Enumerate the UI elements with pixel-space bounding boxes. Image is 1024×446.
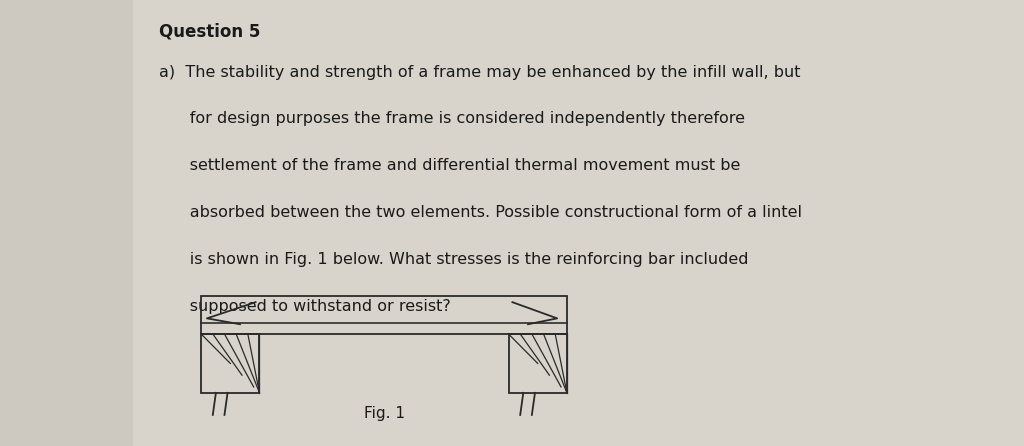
Text: absorbed between the two elements. Possible constructional form of a lintel: absorbed between the two elements. Possi… — [159, 205, 802, 220]
Text: Fig. 1: Fig. 1 — [364, 406, 404, 421]
Text: for design purposes the frame is considered independently therefore: for design purposes the frame is conside… — [159, 112, 744, 127]
Bar — [201, 334, 259, 393]
Bar — [509, 334, 567, 393]
Text: a)  The stability and strength of a frame may be enhanced by the infill wall, bu: a) The stability and strength of a frame… — [159, 65, 800, 80]
Text: is shown in Fig. 1 below. What stresses is the reinforcing bar included: is shown in Fig. 1 below. What stresses … — [159, 252, 749, 267]
Text: supposed to withstand or resist?: supposed to withstand or resist? — [159, 299, 451, 314]
Text: settlement of the frame and differential thermal movement must be: settlement of the frame and differential… — [159, 158, 740, 173]
Text: Question 5: Question 5 — [159, 22, 260, 40]
FancyBboxPatch shape — [133, 0, 1024, 446]
Bar — [201, 296, 567, 334]
